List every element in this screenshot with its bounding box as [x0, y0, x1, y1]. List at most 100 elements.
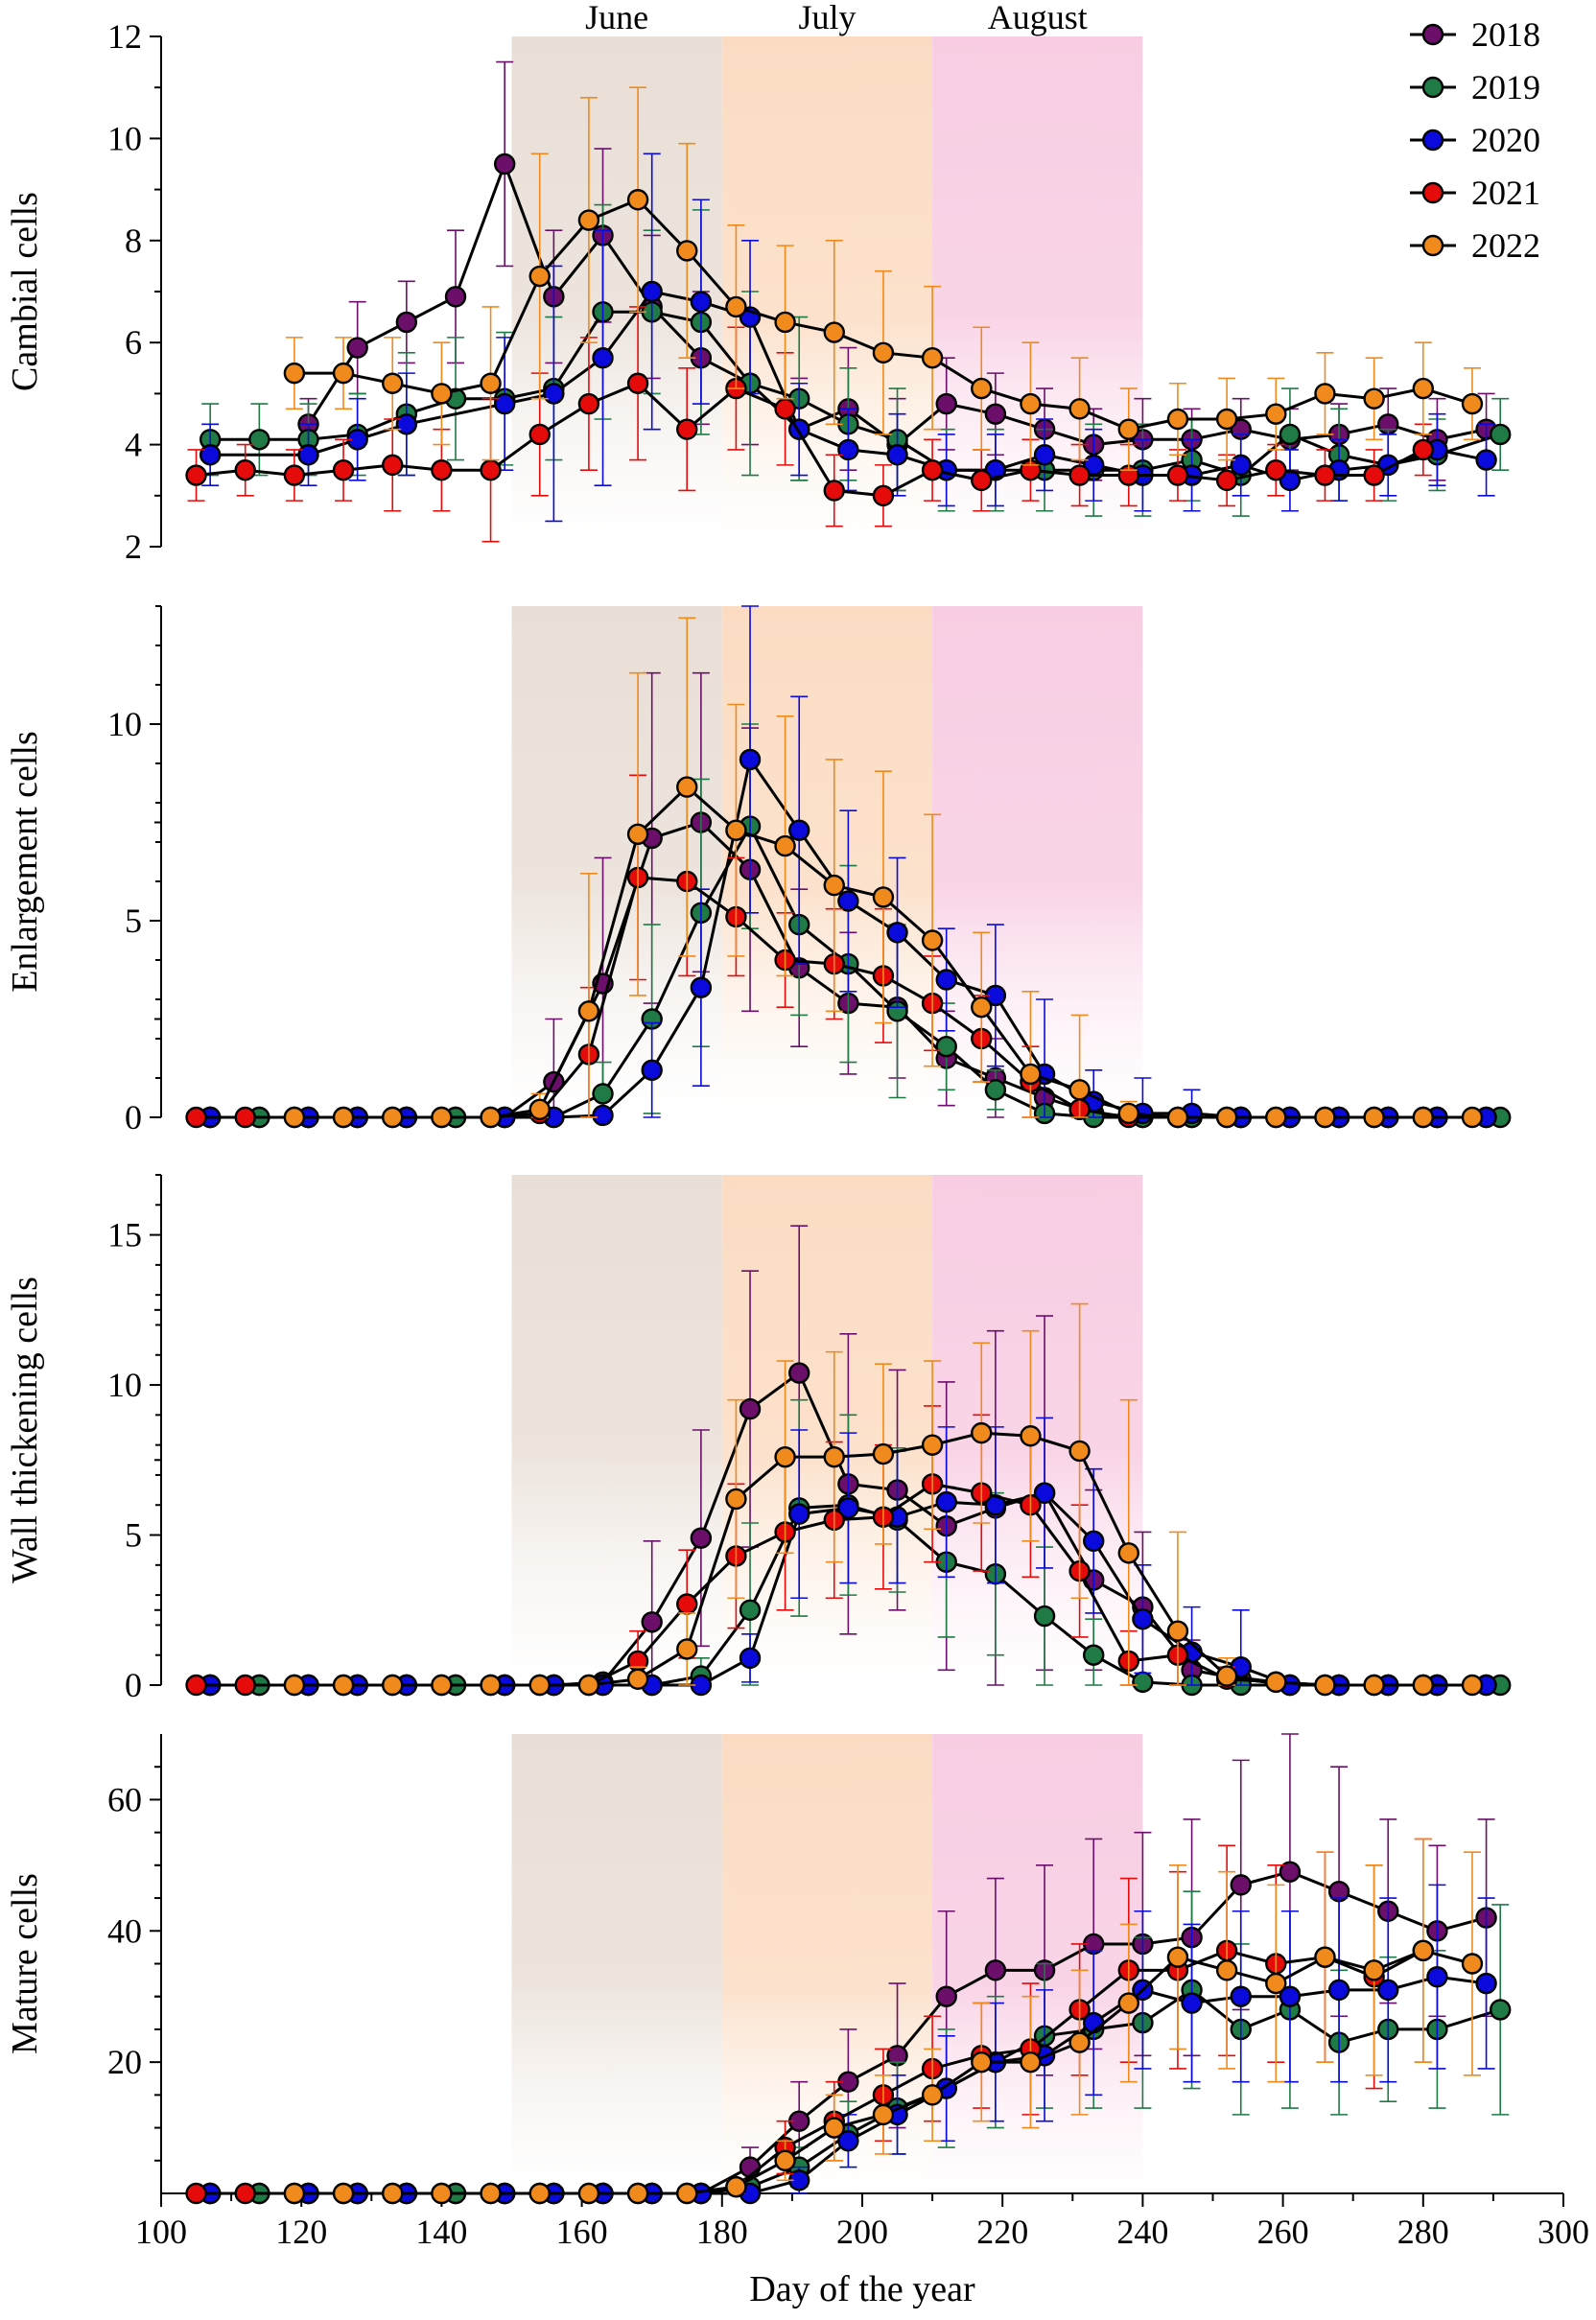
data-point	[626, 2182, 649, 2205]
data-point	[1490, 423, 1512, 446]
x-tick-label: 200	[836, 2213, 888, 2251]
y-tick-label: 5	[125, 1516, 142, 1555]
y-tick-label: 8	[125, 222, 142, 260]
legend-marker	[1421, 23, 1444, 46]
data-point	[935, 392, 957, 415]
month-band-june	[511, 36, 722, 547]
y-tick-label: 5	[125, 902, 142, 940]
data-point	[971, 2051, 993, 2074]
data-point	[1117, 1102, 1139, 1125]
data-point	[774, 2149, 796, 2171]
data-point	[774, 1445, 796, 1468]
series-2022	[283, 1302, 1484, 1697]
data-point	[1117, 418, 1139, 440]
y-tick-label: 10	[107, 1366, 142, 1404]
data-point	[676, 240, 698, 262]
data-point	[1215, 469, 1238, 492]
data-point	[1363, 464, 1385, 486]
data-point	[431, 2182, 453, 2205]
data-point	[528, 2182, 551, 2205]
data-point	[921, 929, 944, 951]
legend-label: 2019	[1471, 68, 1540, 106]
data-point	[577, 209, 600, 231]
data-point	[577, 1000, 600, 1022]
data-point	[626, 823, 649, 845]
series-2022	[283, 617, 1484, 1129]
data-point	[480, 459, 502, 481]
y-axis-title: Enlargement cells	[5, 731, 45, 993]
x-tick-label: 280	[1397, 2213, 1449, 2251]
data-point	[1363, 387, 1385, 410]
data-point	[921, 459, 944, 481]
x-tick-label: 160	[556, 2213, 608, 2251]
data-point	[1117, 1992, 1139, 2014]
data-point	[725, 2175, 747, 2198]
data-point	[382, 454, 404, 477]
legend-label: 2022	[1471, 226, 1540, 265]
y-tick-label: 4	[125, 426, 142, 464]
data-point	[641, 280, 663, 303]
data-point	[1083, 1644, 1105, 1666]
legend-marker	[1421, 234, 1444, 257]
data-point	[823, 480, 845, 502]
data-point	[872, 341, 895, 364]
data-point	[1412, 377, 1435, 400]
y-tick-label: 10	[107, 705, 142, 743]
data-point	[725, 819, 747, 841]
data-point	[774, 311, 796, 334]
data-point	[1166, 1946, 1189, 1968]
data-point	[823, 321, 845, 343]
data-point	[1363, 1959, 1385, 1981]
month-label-june: June	[585, 0, 648, 36]
data-point	[1020, 2051, 1042, 2074]
data-point	[1314, 1946, 1336, 1968]
data-point	[1377, 1979, 1399, 2002]
data-point	[1314, 464, 1336, 486]
data-point	[788, 819, 810, 841]
data-point	[1265, 1106, 1287, 1129]
data-point	[577, 392, 600, 415]
data-point	[872, 484, 895, 506]
data-point	[1068, 464, 1091, 486]
data-point	[528, 265, 551, 288]
data-point	[872, 1442, 895, 1465]
y-tick-label: 15	[107, 1216, 142, 1254]
data-point	[283, 362, 306, 385]
data-point	[1215, 1106, 1238, 1129]
data-point	[185, 464, 207, 486]
data-point	[480, 2182, 502, 2205]
data-point	[1166, 408, 1189, 431]
data-point	[823, 2117, 845, 2139]
data-point	[641, 1059, 663, 1082]
data-point	[1033, 444, 1056, 466]
y-tick-label: 40	[107, 1911, 142, 1950]
data-point	[676, 2182, 698, 2205]
data-point	[332, 2182, 355, 2205]
data-point	[248, 429, 270, 451]
y-tick-label: 0	[125, 1098, 142, 1137]
data-point	[1020, 1425, 1042, 1447]
x-tick-label: 140	[415, 2213, 467, 2251]
data-point	[332, 1106, 355, 1129]
data-point	[1279, 423, 1302, 446]
data-point	[1166, 464, 1189, 486]
data-point	[283, 1106, 306, 1129]
axis-labels: 2 4 6 8 10 12 Cambial cells 0 5 10 Enlargement cel…	[5, 0, 1589, 2309]
data-point	[1181, 1992, 1203, 2014]
data-point	[984, 403, 1007, 425]
y-axis-title: Cambial cells	[5, 192, 45, 391]
month-band-june	[511, 1734, 722, 2193]
series-2022	[283, 1838, 1484, 2205]
data-point	[872, 886, 895, 908]
legend-marker	[1421, 181, 1444, 204]
data-point	[1230, 1874, 1252, 1896]
data-point	[626, 189, 649, 211]
data-point	[1279, 1985, 1302, 2007]
month-label-august: August	[988, 0, 1088, 36]
data-point	[431, 459, 453, 481]
data-point	[1230, 454, 1252, 477]
data-point	[1314, 1674, 1336, 1697]
data-point	[788, 1362, 810, 1384]
data-point	[1166, 1620, 1189, 1642]
